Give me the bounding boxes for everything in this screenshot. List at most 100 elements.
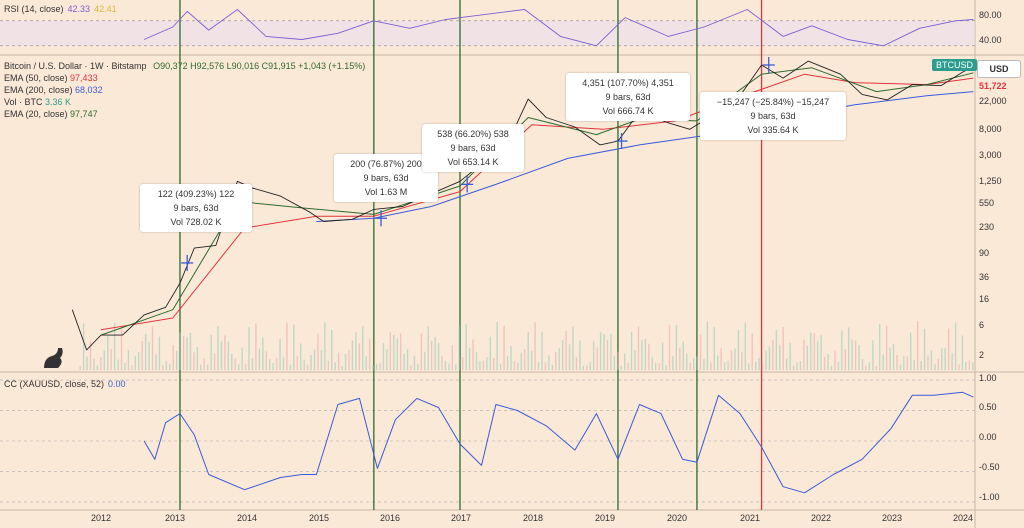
volume-bar <box>551 364 554 370</box>
annotation-change: 4,351 (107.70%) 4,351 <box>582 78 674 88</box>
volume-bar <box>499 363 502 370</box>
volume-bar <box>686 353 688 370</box>
symbol-tag: BTCUSD <box>932 59 978 71</box>
volume-bar <box>424 351 426 370</box>
volume-bar <box>972 362 974 370</box>
x-axis-label: 2021 <box>739 513 761 523</box>
volume-bar <box>82 323 85 370</box>
x-axis-label: 2023 <box>881 513 903 523</box>
volume-bar <box>737 330 740 370</box>
volume-bar <box>541 331 543 370</box>
volume-bar <box>520 352 522 370</box>
volume-bar <box>358 343 361 370</box>
volume-bar <box>206 364 209 370</box>
volume-bar <box>706 321 709 370</box>
volume-bar <box>417 363 419 370</box>
price-axis-label: 230 <box>979 222 995 232</box>
last-price-tag: 51,722 <box>979 81 1007 91</box>
volume-bar <box>279 338 281 370</box>
annotation-change: 122 (409.23%) 122 <box>157 189 235 199</box>
cc-axis-label: 1.00 <box>979 373 997 383</box>
volume-bar <box>720 348 722 370</box>
annotation-volume: Vol 1.63 M <box>364 187 408 197</box>
volume-bar <box>754 361 757 370</box>
volume-bar <box>289 364 292 370</box>
ema20-value: 97,747 <box>70 109 98 119</box>
volume-bar <box>382 343 385 370</box>
price-axis-label: 2 <box>979 350 985 360</box>
ema-line <box>100 67 974 336</box>
volume-bar <box>420 333 423 370</box>
volume-bar <box>282 357 285 370</box>
volume-bar <box>430 340 433 370</box>
volume-bar <box>610 334 612 370</box>
volume-bar <box>879 323 881 370</box>
volume-bar <box>341 365 343 370</box>
volume-bar <box>723 362 726 370</box>
volume-bar <box>885 326 888 370</box>
annotation-change: −15,247 (−25.84%) −15,247 <box>716 97 830 107</box>
price-axis-label: 550 <box>979 198 995 208</box>
volume-bar <box>162 365 164 370</box>
volume-bar <box>344 354 347 370</box>
annotation-bars: 9 bars, 63d <box>173 203 219 213</box>
volume-bar <box>372 365 374 370</box>
volume-bar <box>779 345 781 370</box>
volume-bar <box>851 339 853 370</box>
symbol-label: Bitcoin / U.S. Dollar · 1W · Bitstamp <box>4 61 147 71</box>
volume-bar <box>617 351 619 370</box>
volume-bar <box>951 352 953 370</box>
volume-bar <box>348 350 350 370</box>
volume-bar <box>768 346 771 370</box>
currency-button[interactable]: USD <box>977 60 1021 78</box>
volume-bar <box>275 357 278 370</box>
volume-bar <box>565 331 567 370</box>
annotation-bars: 9 bars, 63d <box>363 173 409 183</box>
ema50-label: EMA (50, close) <box>4 73 68 83</box>
volume-bar <box>637 326 640 370</box>
volume-bar <box>741 351 743 370</box>
cc-legend-label: CC (XAUUSD, close, 52) <box>4 379 105 389</box>
volume-bar <box>555 352 557 370</box>
volume-bar <box>138 352 140 370</box>
volume-bar <box>548 355 550 370</box>
volume-bar <box>231 353 233 370</box>
volume-bar <box>403 354 405 370</box>
volume-bar <box>623 353 626 370</box>
volume-bar <box>592 341 595 370</box>
volume-bar <box>965 361 967 370</box>
volume-bar <box>620 365 622 370</box>
volume-bar <box>217 326 219 370</box>
volume-bar <box>586 365 588 370</box>
volume-bar <box>368 338 371 370</box>
x-axis-label: 2012 <box>90 513 112 523</box>
volume-bar <box>882 354 884 370</box>
volume-bar <box>513 360 516 370</box>
volume-bar <box>441 355 443 370</box>
volume-bar <box>144 333 147 370</box>
volume-bar <box>848 327 850 370</box>
volume-bar <box>785 358 788 370</box>
annotation-change: 538 (66.20%) 538 <box>437 129 509 139</box>
volume-bar <box>854 340 857 370</box>
volume-bar <box>210 334 212 370</box>
vol-value: 3.36 K <box>45 97 72 107</box>
volume-bar <box>823 357 826 370</box>
volume-bar <box>661 342 664 370</box>
volume-bar <box>689 362 691 370</box>
volume-bar <box>730 350 733 370</box>
volume-bar <box>351 340 354 370</box>
volume-bar <box>258 348 261 370</box>
volume-bar <box>658 362 660 370</box>
volume-bar <box>816 341 819 370</box>
annotation-volume: Vol 728.02 K <box>170 217 222 227</box>
price-legend: Bitcoin / U.S. Dollar · 1W · Bitstamp O9… <box>4 60 365 120</box>
volume-bar <box>837 361 840 370</box>
volume-bar <box>913 359 915 370</box>
cc-axis-label: -0.50 <box>979 462 1000 472</box>
volume-bar <box>296 356 298 370</box>
volume-bar <box>468 348 471 370</box>
vol-label: Vol · BTC <box>4 97 43 107</box>
volume-bar <box>751 333 753 370</box>
volume-bar <box>410 365 412 370</box>
